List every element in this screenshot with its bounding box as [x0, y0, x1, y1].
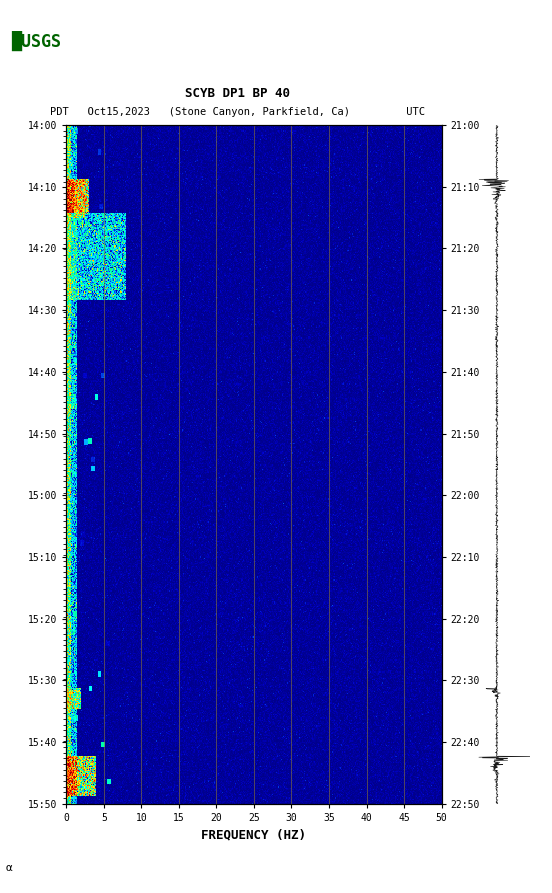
Text: α: α [6, 863, 12, 872]
X-axis label: FREQUENCY (HZ): FREQUENCY (HZ) [201, 829, 306, 841]
Text: PDT   Oct15,2023   (Stone Canyon, Parkfield, Ca)         UTC: PDT Oct15,2023 (Stone Canyon, Parkfield,… [50, 106, 425, 117]
Text: █USGS: █USGS [11, 31, 61, 52]
Text: SCYB DP1 BP 40: SCYB DP1 BP 40 [185, 88, 290, 100]
